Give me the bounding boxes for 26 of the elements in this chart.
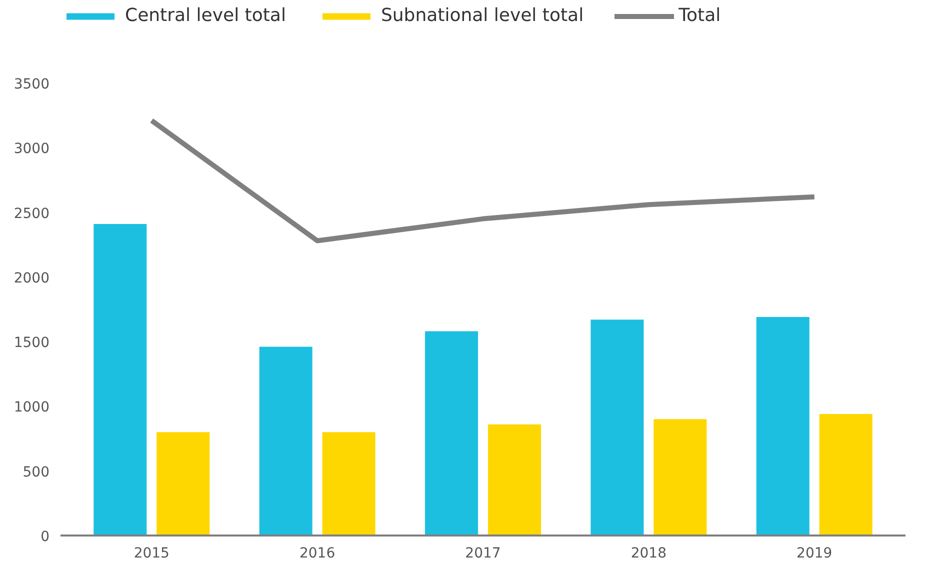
bar xyxy=(590,320,644,536)
bar xyxy=(425,331,478,536)
x-tick-label: 2016 xyxy=(300,546,336,562)
bar xyxy=(488,424,541,536)
y-tick-label: 3500 xyxy=(14,76,50,93)
legend-label: Central level total xyxy=(125,5,286,26)
y-tick-label: 2500 xyxy=(14,206,50,222)
bar xyxy=(322,432,376,536)
legend-label: Total xyxy=(678,5,721,26)
y-tick-label: 3000 xyxy=(14,141,50,158)
x-tick-label: 2017 xyxy=(465,546,501,562)
y-tick-label: 1500 xyxy=(14,335,50,352)
legend-label: Subnational level total xyxy=(380,5,584,26)
x-tick-label: 2015 xyxy=(134,546,170,562)
bar xyxy=(654,419,707,536)
y-tick-label: 1000 xyxy=(14,400,50,416)
y-tick-label: 2000 xyxy=(14,270,50,286)
y-tick-label: 0 xyxy=(40,529,50,545)
bar xyxy=(819,414,872,536)
bar xyxy=(756,317,810,536)
y-tick-label: 500 xyxy=(22,464,50,480)
x-tick-label: 2019 xyxy=(796,546,832,562)
bar xyxy=(156,432,210,536)
bar xyxy=(259,346,312,536)
bar xyxy=(94,224,147,536)
x-tick-label: 2018 xyxy=(630,546,667,562)
